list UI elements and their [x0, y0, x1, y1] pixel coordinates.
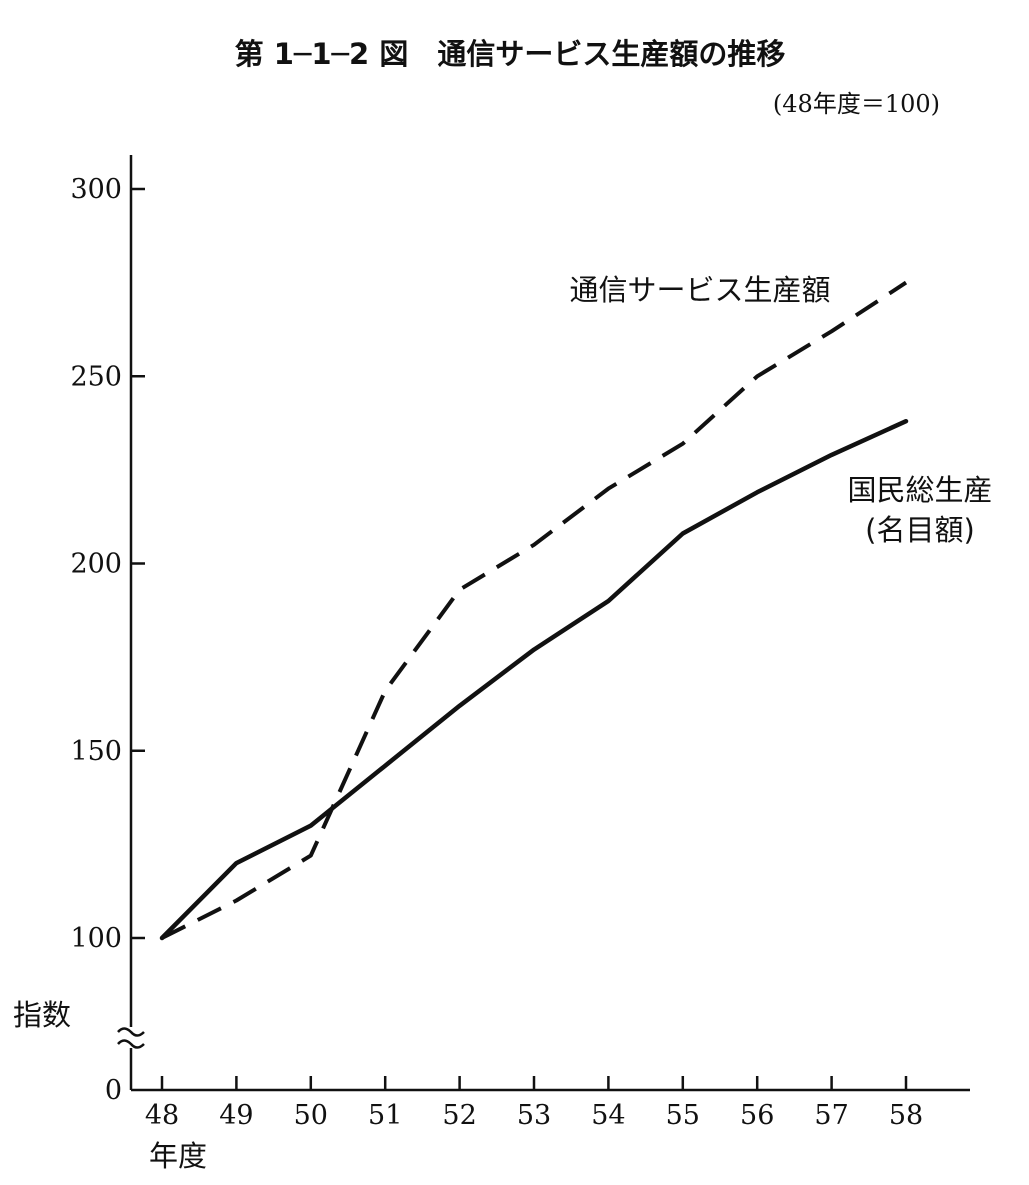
- series-line-2: [159, 418, 909, 941]
- y-tick-label: 200: [70, 549, 122, 580]
- y-axis-label: 指数: [13, 998, 71, 1032]
- series-line-1: [161, 280, 908, 940]
- ticks-layer: 0 100 150 200 250 300 48 49 50 51 52 53 54 55 56 57 58: [70, 174, 923, 1131]
- y-tick-label: 300: [70, 174, 122, 205]
- y-tick-label: 150: [70, 736, 122, 767]
- axis-break-mark: [117, 1027, 145, 1049]
- chart-subtitle: (48年度＝100): [773, 90, 940, 118]
- chart-title: 第 1─1─2 図 通信サービス生産額の推移: [235, 37, 786, 71]
- series-label: 通信サービス生産額: [569, 273, 830, 307]
- series-layer: [159, 280, 909, 941]
- y-tick-label: 250: [70, 361, 122, 392]
- series-label: 国民総生産: [847, 473, 992, 507]
- x-tick-label: 49: [219, 1100, 253, 1131]
- series-label: (名目額): [865, 513, 975, 547]
- y-tick-label: 100: [70, 923, 122, 954]
- x-tick-label: 55: [666, 1100, 700, 1131]
- x-tick-label: 52: [442, 1100, 476, 1131]
- x-tick-label: 54: [591, 1100, 625, 1131]
- x-tick-label: 51: [368, 1100, 402, 1131]
- x-tick-label: 50: [294, 1100, 328, 1131]
- x-tick-label: 56: [740, 1100, 774, 1131]
- x-tick-label: 58: [889, 1100, 923, 1131]
- x-axis-label: 年度: [149, 1139, 207, 1173]
- x-tick-label: 48: [145, 1100, 179, 1131]
- y-tick-label: 0: [105, 1075, 122, 1106]
- x-tick-label: 57: [814, 1100, 848, 1131]
- x-tick-label: 53: [517, 1100, 551, 1131]
